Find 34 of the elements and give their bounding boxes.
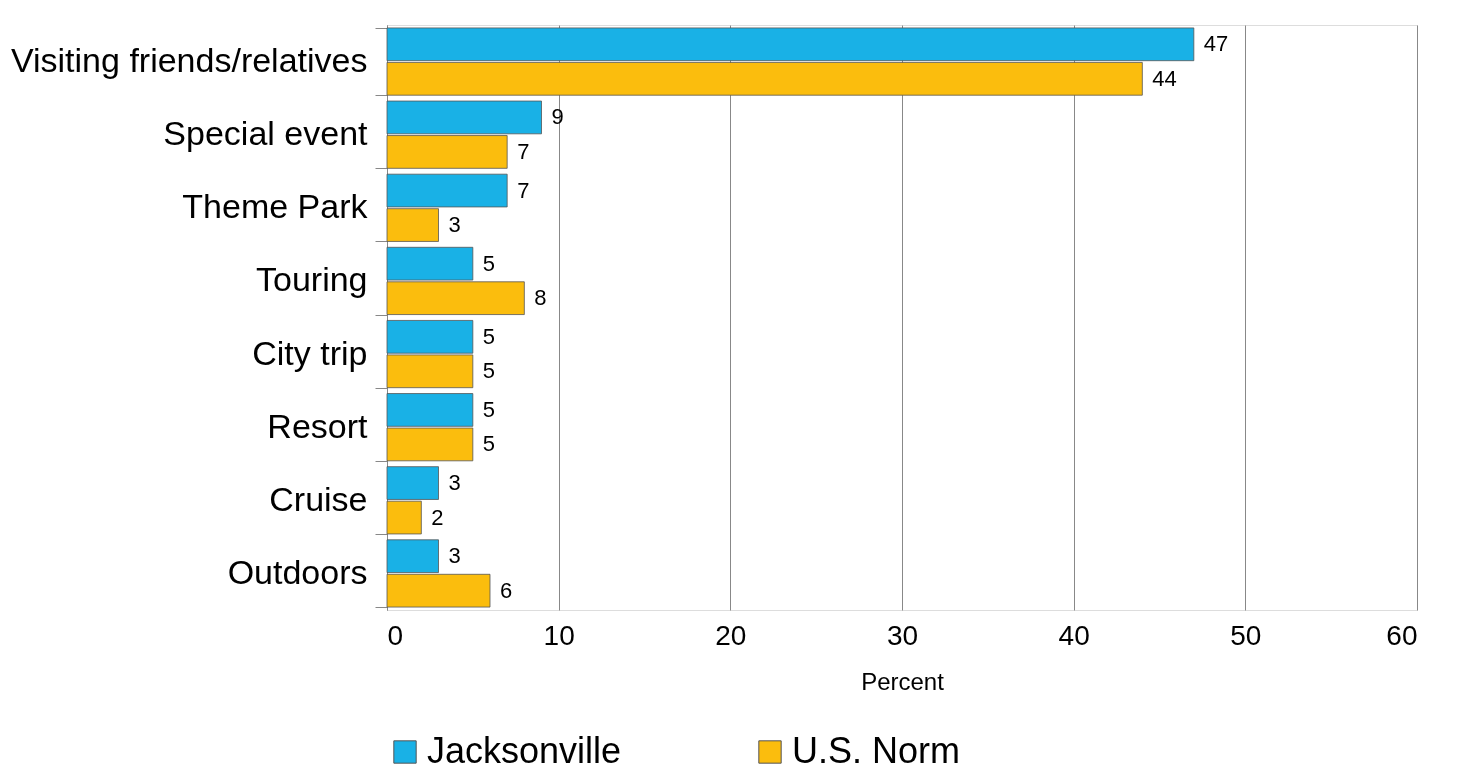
data-label: 6 <box>500 577 513 603</box>
y-tick-label: Touring <box>255 260 368 299</box>
data-label: 3 <box>448 543 461 569</box>
x-tick-label: 20 <box>715 619 747 651</box>
data-label: 47 <box>1203 31 1229 57</box>
data-label: 5 <box>482 358 496 384</box>
y-tick-label: City trip <box>252 333 368 372</box>
data-label: 5 <box>482 396 496 422</box>
x-axis-title: Percent <box>861 667 945 695</box>
x-tick-label: 10 <box>543 619 575 651</box>
y-tick-label: Special event <box>163 114 369 153</box>
y-tick-label: Resort <box>267 406 369 445</box>
y-tick-label: Cruise <box>269 479 368 518</box>
data-label: 7 <box>517 138 530 164</box>
y-tick-label: Visiting friends/relatives <box>10 41 368 80</box>
legend-label: Jacksonville <box>427 730 622 770</box>
data-label: 7 <box>517 177 530 203</box>
y-tick-label: Theme Park <box>182 187 369 226</box>
data-label: 5 <box>482 323 496 349</box>
data-label: 3 <box>448 470 461 496</box>
x-tick-label: 30 <box>886 619 919 651</box>
y-tick-label: Outdoors <box>227 552 368 591</box>
data-label: 44 <box>1152 65 1177 91</box>
x-tick-label: 0 <box>387 619 404 651</box>
data-label: 5 <box>482 250 496 276</box>
legend-label: U.S. Norm <box>792 730 961 770</box>
data-label: 9 <box>551 104 564 130</box>
x-tick-label: 40 <box>1058 619 1090 651</box>
data-label: 5 <box>482 431 496 457</box>
x-tick-label: 60 <box>1386 619 1418 651</box>
data-label: 2 <box>431 504 444 530</box>
data-label: 8 <box>534 285 547 311</box>
data-label: 3 <box>448 212 461 238</box>
x-tick-label: 50 <box>1230 619 1262 651</box>
